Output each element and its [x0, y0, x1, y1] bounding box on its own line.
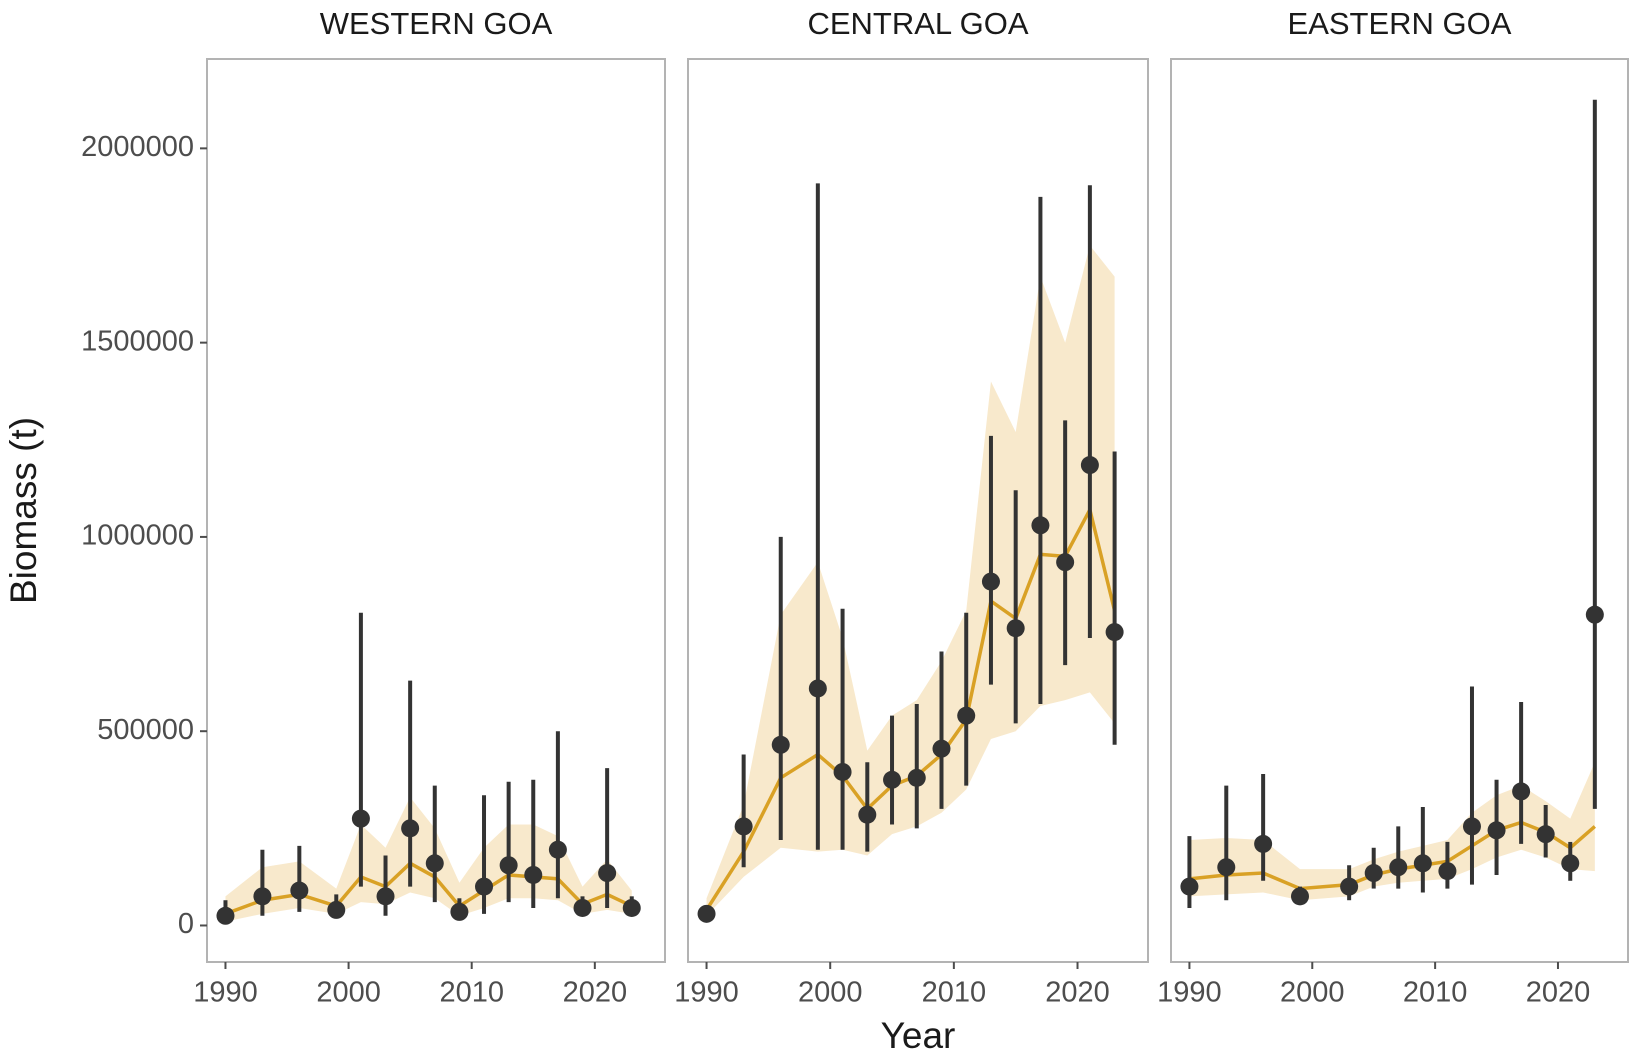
- point: [1254, 834, 1273, 853]
- x-tick-label: 1990: [674, 977, 739, 1009]
- point: [376, 887, 395, 906]
- point: [1561, 854, 1580, 873]
- point: [734, 817, 753, 836]
- x-tick-label: 2020: [1526, 977, 1591, 1009]
- x-tick-label: 2000: [798, 977, 863, 1009]
- point: [1389, 858, 1408, 877]
- y-tick-label: 1500000: [81, 325, 194, 357]
- y-axis-title: Biomass (t): [3, 417, 44, 604]
- point: [253, 887, 272, 906]
- point: [1585, 605, 1604, 624]
- point: [957, 706, 976, 725]
- point: [598, 864, 617, 883]
- panel-title: EASTERN GOA: [1288, 6, 1512, 41]
- point: [351, 809, 370, 828]
- point: [1290, 887, 1309, 906]
- panel-title: WESTERN GOA: [320, 6, 553, 41]
- x-tick-label: 2020: [563, 977, 628, 1009]
- point: [932, 739, 951, 758]
- panel-border: [206, 58, 666, 963]
- x-tick-label: 2010: [922, 977, 987, 1009]
- point: [1413, 854, 1432, 873]
- point: [622, 898, 641, 917]
- fit-line: [705, 504, 1117, 911]
- point: [808, 679, 827, 698]
- point: [475, 877, 494, 896]
- point: [1006, 619, 1025, 638]
- panel-border: [1170, 58, 1629, 963]
- x-tick-label: 1990: [1157, 977, 1222, 1009]
- y-tick-label: 0: [178, 908, 194, 940]
- x-tick-label: 2010: [1403, 977, 1468, 1009]
- point: [499, 856, 518, 875]
- point: [1031, 516, 1050, 535]
- point: [697, 904, 716, 923]
- point: [1438, 862, 1457, 881]
- x-tick-label: 2000: [316, 977, 381, 1009]
- point: [548, 840, 567, 859]
- point: [573, 898, 592, 917]
- point: [1180, 877, 1199, 896]
- point: [771, 735, 790, 754]
- point: [1512, 782, 1531, 801]
- confidence-band: [1189, 762, 1595, 901]
- point: [833, 762, 852, 781]
- x-tick-label: 1990: [193, 977, 258, 1009]
- x-tick-label: 2000: [1280, 977, 1345, 1009]
- point: [883, 770, 902, 789]
- fit-line: [224, 861, 633, 916]
- point: [1080, 456, 1099, 475]
- point: [1056, 553, 1075, 572]
- x-tick-label: 2020: [1045, 977, 1110, 1009]
- point: [1364, 864, 1383, 883]
- point: [1487, 821, 1506, 840]
- point: [1536, 825, 1555, 844]
- point: [290, 881, 309, 900]
- point: [858, 805, 877, 824]
- point: [1105, 623, 1124, 642]
- point: [1217, 858, 1236, 877]
- point: [401, 819, 420, 838]
- point: [1462, 817, 1481, 836]
- x-axis-title: Year: [881, 1015, 956, 1056]
- x-tick-label: 2010: [439, 977, 504, 1009]
- point: [907, 768, 926, 787]
- panel-border: [687, 58, 1149, 963]
- point: [450, 902, 469, 921]
- y-tick-label: 500000: [97, 714, 194, 746]
- point: [981, 572, 1000, 591]
- panel-title: CENTRAL GOA: [807, 6, 1028, 41]
- point: [327, 900, 346, 919]
- point: [524, 865, 543, 884]
- y-tick-label: 1000000: [81, 520, 194, 552]
- confidence-band: [706, 245, 1115, 916]
- y-tick-label: 2000000: [81, 131, 194, 163]
- point: [425, 854, 444, 873]
- point: [216, 906, 235, 925]
- point: [1340, 877, 1359, 896]
